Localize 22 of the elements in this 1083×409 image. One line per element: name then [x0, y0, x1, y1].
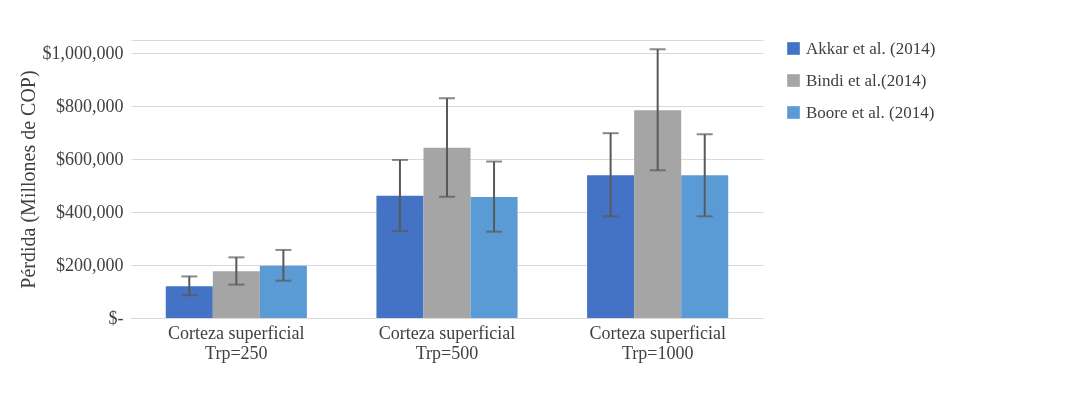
bar — [681, 175, 729, 318]
bar — [634, 110, 682, 318]
legend-label: Bindi et al.(2014) — [806, 70, 927, 90]
y-tick-label: $600,000 — [56, 148, 124, 169]
bar — [470, 197, 518, 318]
y-tick-label: $200,000 — [56, 254, 124, 275]
x-tick-label: Corteza superficial Trp=250 — [168, 322, 305, 363]
bar — [587, 175, 635, 318]
legend-label: Boore et al. (2014) — [806, 102, 935, 122]
bar — [212, 271, 260, 318]
x-tick-label: Corteza superficial Trp=500 — [378, 322, 516, 363]
legend-label: Akkar et al. (2014) — [806, 38, 936, 58]
y-tick-label: $1,000,000 — [42, 42, 124, 63]
y-axis-title: Pérdida (Millones de COP) — [16, 70, 40, 289]
y-tick-label: $800,000 — [56, 95, 124, 116]
y-tick-label: $400,000 — [56, 201, 124, 222]
bar — [259, 265, 307, 318]
y-tick-label: $- — [108, 307, 124, 328]
bar — [423, 147, 471, 318]
bar — [376, 195, 424, 318]
bar — [165, 286, 213, 318]
x-tick-label: Corteza superficial Trp=1000 — [589, 322, 726, 363]
